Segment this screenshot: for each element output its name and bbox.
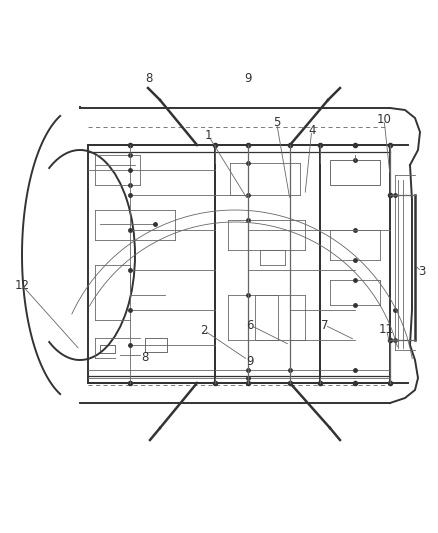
Text: 11: 11 xyxy=(378,323,393,336)
Text: 6: 6 xyxy=(246,319,254,332)
Text: 8: 8 xyxy=(141,351,148,364)
Text: 9: 9 xyxy=(244,72,251,85)
Bar xyxy=(100,345,115,353)
Bar xyxy=(329,160,379,185)
Text: 3: 3 xyxy=(417,265,424,278)
Text: 4: 4 xyxy=(307,124,315,137)
Text: 9: 9 xyxy=(246,355,254,368)
Text: 7: 7 xyxy=(320,319,328,332)
Text: 10: 10 xyxy=(376,114,391,126)
Text: 5: 5 xyxy=(272,116,279,129)
Text: 2: 2 xyxy=(200,324,208,337)
Bar xyxy=(145,338,166,352)
Text: 8: 8 xyxy=(145,72,152,85)
Text: 12: 12 xyxy=(14,279,29,292)
Text: 1: 1 xyxy=(204,130,212,142)
